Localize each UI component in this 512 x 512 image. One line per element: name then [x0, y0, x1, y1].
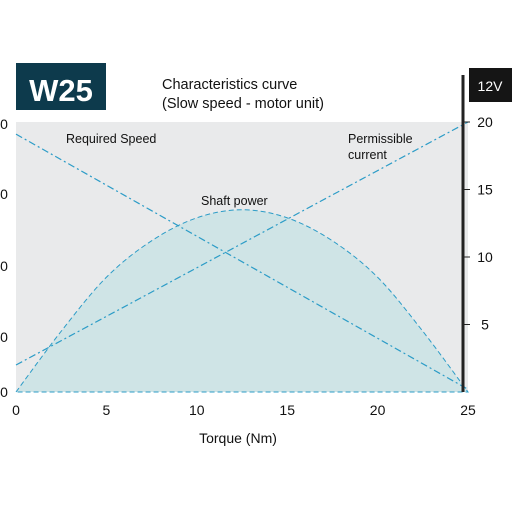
- right-axis-ticks: 5 10 15 20: [463, 114, 493, 333]
- left-axis-tick-label: 0: [0, 186, 8, 202]
- right-axis-tick-label: 20: [477, 114, 493, 130]
- x-axis-ticks: 0 5 10 15 20 25: [12, 402, 476, 418]
- left-axis-tick-label: 0: [0, 116, 8, 132]
- x-tick-label: 5: [103, 402, 111, 418]
- model-badge-text: W25: [29, 73, 93, 108]
- right-axis-tick-label: 15: [477, 182, 493, 198]
- chart-title: Characteristics curve: [162, 77, 297, 93]
- required-speed-label: Required Speed: [66, 132, 156, 146]
- voltage-tag: [469, 68, 512, 102]
- required-speed-line: [15, 133, 469, 390]
- right-axis-tick-label: 5: [481, 317, 489, 333]
- x-tick-label: 10: [189, 402, 205, 418]
- left-axis-tick-label: 0: [0, 384, 8, 400]
- right-axis-tick-label: 10: [477, 249, 493, 265]
- x-tick-label: 0: [12, 402, 20, 418]
- permissible-current-line: [15, 121, 469, 366]
- left-axis-ticks: 0 0 0 0 0: [0, 116, 8, 400]
- shaft-power-area: [15, 209, 469, 393]
- voltage-tag-text: 12V: [478, 78, 504, 94]
- model-badge: [16, 63, 106, 110]
- x-tick-label: 15: [279, 402, 295, 418]
- left-axis-tick-label: 0: [0, 329, 8, 345]
- left-axis-tick-label: 0: [0, 258, 8, 274]
- x-axis-title: Torque (Nm): [199, 430, 277, 446]
- x-tick-label: 25: [460, 402, 476, 418]
- permissible-current-label-line1: Permissible: [348, 132, 413, 146]
- permissible-current-label-line2: current: [348, 148, 387, 162]
- shaft-power-label: Shaft power: [201, 194, 268, 208]
- chart-subtitle: (Slow speed - motor unit): [162, 96, 324, 112]
- x-tick-label: 20: [370, 402, 386, 418]
